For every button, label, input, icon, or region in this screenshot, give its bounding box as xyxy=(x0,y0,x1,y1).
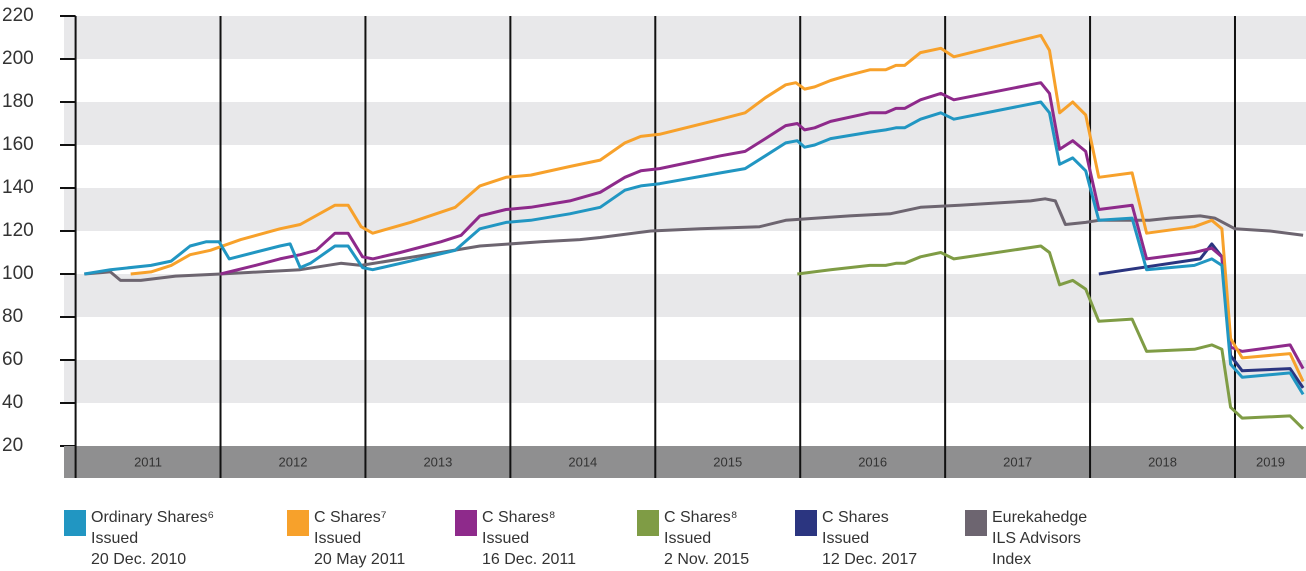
x-tick-label: 2018 xyxy=(1148,454,1177,469)
y-tick-label: 140 xyxy=(2,177,34,198)
legend-swatch xyxy=(795,510,817,536)
y-tick-label: 20 xyxy=(2,435,23,456)
series-line xyxy=(130,33,1305,383)
grid-band xyxy=(64,188,1306,231)
x-tick-label: 2014 xyxy=(568,454,597,469)
x-tick-label: 2017 xyxy=(1003,454,1032,469)
legend-swatch xyxy=(287,510,309,536)
y-tick-label: 60 xyxy=(2,349,23,370)
legend-label: C Shares⁸ Issued 2 Nov. 2015 xyxy=(664,509,750,568)
x-tick-label: 2015 xyxy=(713,454,742,469)
series-line xyxy=(84,197,1304,282)
x-tick-label: 2011 xyxy=(134,454,162,469)
series-line xyxy=(797,244,1305,430)
legend-swatch xyxy=(965,510,987,536)
legend-label: Eurekahedge ILS Advisors Index xyxy=(992,509,1088,568)
x-tick-label: 2019 xyxy=(1256,454,1285,469)
y-tick-label: 80 xyxy=(2,306,23,327)
series-line xyxy=(84,100,1305,396)
y-tick-label: 180 xyxy=(2,91,34,112)
legend-label: C Shares⁸ Issued 16 Dec. 2011 xyxy=(482,509,576,568)
x-axis-strip xyxy=(64,446,1306,478)
grid-band xyxy=(64,360,1306,403)
grid-band xyxy=(64,102,1306,145)
grid-band xyxy=(64,274,1306,317)
legend-swatch xyxy=(455,510,477,536)
grid-band xyxy=(64,16,1306,59)
legend-label: Ordinary Shares⁶ Issued 20 Dec. 2010 xyxy=(91,509,215,568)
y-tick-label: 40 xyxy=(2,392,23,413)
x-tick-label: 2013 xyxy=(423,454,452,469)
x-tick-label: 2012 xyxy=(279,454,308,469)
x-tick-label: 2016 xyxy=(858,454,887,469)
legend-label: C Shares Issued 12 Dec. 2017 xyxy=(822,509,918,568)
legend-label: C Shares⁷ Issued 20 May 2011 xyxy=(314,509,406,568)
y-tick-label: 120 xyxy=(2,220,34,241)
y-tick-label: 160 xyxy=(2,134,34,155)
y-tick-label: 220 xyxy=(2,5,34,26)
y-tick-label: 200 xyxy=(2,48,34,69)
series-line xyxy=(220,81,1305,370)
y-tick-label: 100 xyxy=(2,263,34,284)
legend-swatch xyxy=(637,510,659,536)
legend-swatch xyxy=(64,510,86,536)
